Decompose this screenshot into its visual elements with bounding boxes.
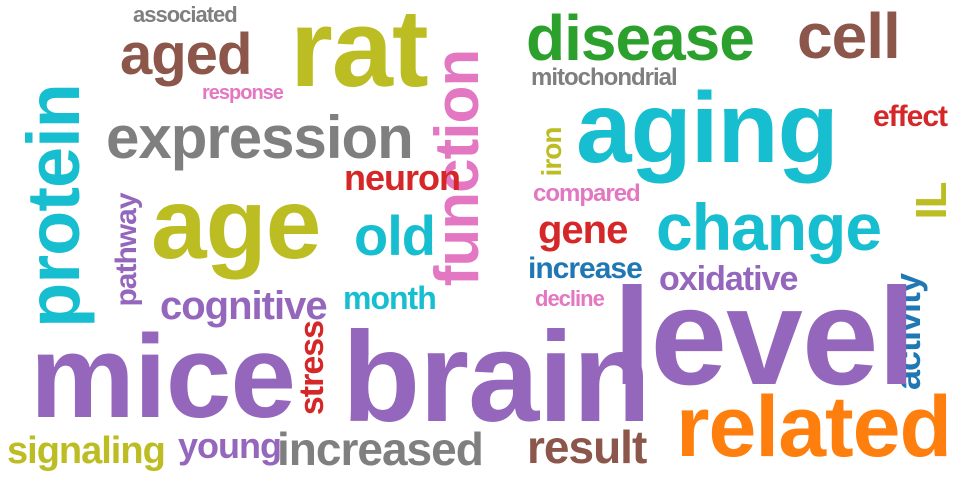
word-pathway: pathway [110, 193, 143, 307]
word-neuron: neuron [344, 157, 461, 198]
word-stress: stress [293, 320, 331, 416]
word-level: level [613, 260, 916, 414]
word-gene: gene [538, 208, 628, 252]
word-rat: rat [290, 0, 429, 110]
word-effect: effect [873, 100, 948, 133]
word-increased: increased [277, 423, 484, 475]
word-related: related [676, 379, 952, 475]
word-cognitive: cognitive [160, 284, 328, 328]
word-oxidative: oxidative [659, 260, 798, 298]
word-increase: increase [528, 252, 643, 285]
word-expression: expression [106, 104, 414, 171]
word-response: response [202, 82, 284, 104]
word-young: young [178, 425, 282, 466]
word-disease: disease [526, 2, 755, 74]
word-iron: iron [536, 127, 567, 177]
word-mitochondrial: mitochondrial [531, 64, 678, 91]
word-cell: cell [797, 0, 901, 72]
word-associated: associated [133, 2, 238, 27]
word-aged: aged [120, 22, 252, 87]
word-result: result [527, 421, 647, 473]
word-brain: brain [342, 306, 651, 449]
word-signaling: signaling [7, 430, 166, 472]
word-change: change [656, 190, 882, 264]
word-protein: protein [12, 84, 95, 328]
word-aging: aging [576, 72, 839, 184]
word-IL: IL [907, 182, 956, 220]
word-compared: compared [533, 180, 641, 207]
word-month: month [343, 280, 437, 316]
word-decline: decline [535, 286, 605, 311]
word-age: age [151, 168, 321, 280]
word-mice: mice [30, 311, 296, 443]
word-old: old [354, 204, 436, 267]
